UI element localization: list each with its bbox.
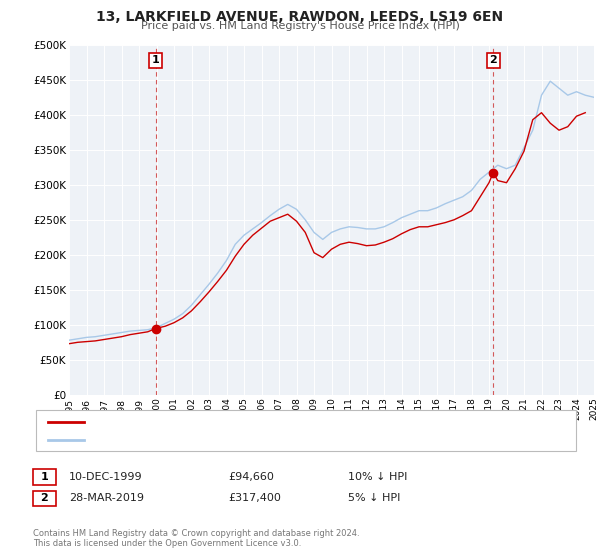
Text: 28-MAR-2019: 28-MAR-2019 [69, 493, 144, 503]
Text: 13, LARKFIELD AVENUE, RAWDON, LEEDS, LS19 6EN: 13, LARKFIELD AVENUE, RAWDON, LEEDS, LS1… [97, 10, 503, 24]
Text: 10% ↓ HPI: 10% ↓ HPI [348, 472, 407, 482]
Text: 5% ↓ HPI: 5% ↓ HPI [348, 493, 400, 503]
Text: 1: 1 [152, 55, 160, 66]
Text: 1: 1 [41, 472, 48, 482]
Text: 2: 2 [490, 55, 497, 66]
Text: 10-DEC-1999: 10-DEC-1999 [69, 472, 143, 482]
Text: This data is licensed under the Open Government Licence v3.0.: This data is licensed under the Open Gov… [33, 539, 301, 548]
Text: 2: 2 [41, 493, 48, 503]
Text: £94,660: £94,660 [228, 472, 274, 482]
Text: HPI: Average price, detached house, Leeds: HPI: Average price, detached house, Leed… [93, 435, 302, 445]
Text: Contains HM Land Registry data © Crown copyright and database right 2024.: Contains HM Land Registry data © Crown c… [33, 529, 359, 538]
Text: Price paid vs. HM Land Registry's House Price Index (HPI): Price paid vs. HM Land Registry's House … [140, 21, 460, 31]
Text: 13, LARKFIELD AVENUE, RAWDON, LEEDS, LS19 6EN (detached house): 13, LARKFIELD AVENUE, RAWDON, LEEDS, LS1… [93, 417, 438, 427]
Text: £317,400: £317,400 [228, 493, 281, 503]
